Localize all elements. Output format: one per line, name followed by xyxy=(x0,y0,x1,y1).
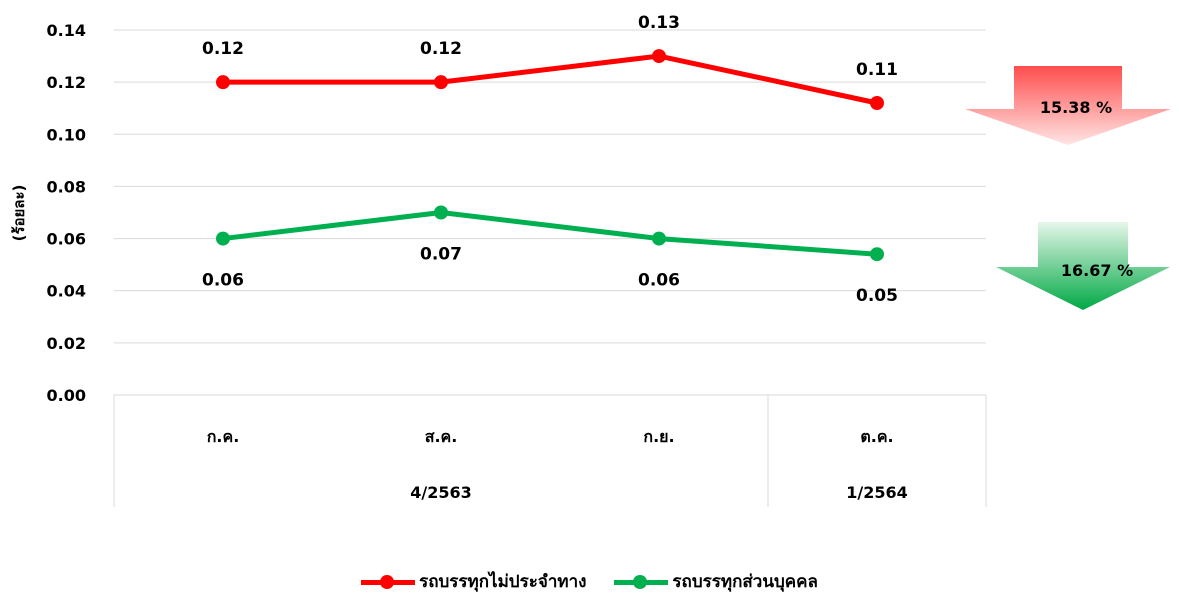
series-line xyxy=(222,210,878,257)
data-label: 0.11 xyxy=(856,60,898,80)
data-label: 0.12 xyxy=(202,39,244,59)
data-point xyxy=(216,231,230,246)
legend-item-series-2: รถบรรทุกส่วนบุคคล xyxy=(614,568,818,595)
change-arrow-icon xyxy=(996,222,1170,310)
y-tick-label: 0.08 xyxy=(47,177,86,196)
x-group-label: 1/2564 xyxy=(846,483,908,502)
change-annotations: 15.38 % 16.67 % xyxy=(965,66,1171,310)
y-tick-label: 0.04 xyxy=(47,282,86,301)
legend: รถบรรทุกไม่ประจำทาง รถบรรทุกส่วนบุคคล xyxy=(0,568,1179,595)
x-tick-label: ก.ค. xyxy=(207,427,240,446)
x-tick-label: ส.ค. xyxy=(425,427,458,446)
x-tick-label: ต.ค. xyxy=(860,427,893,446)
y-tick-label: 0.06 xyxy=(47,230,86,249)
x-group-label: 4/2563 xyxy=(410,483,472,502)
series-line xyxy=(223,53,878,106)
y-tick-label: 0.10 xyxy=(47,125,86,144)
data-label: 0.12 xyxy=(420,39,462,59)
change-arrow-icon xyxy=(965,66,1171,145)
x-tick-label: ก.ย. xyxy=(643,427,674,446)
legend-label-series-2: รถบรรทุกส่วนบุคคล xyxy=(672,572,818,592)
data-point xyxy=(216,75,230,90)
data-point xyxy=(870,96,884,110)
y-tick-label: 0.12 xyxy=(47,73,86,92)
legend-item-series-1: รถบรรทุกไม่ประจำทาง xyxy=(361,568,586,595)
data-point xyxy=(434,205,448,220)
change-percent-label: 16.67 % xyxy=(1061,261,1133,280)
line-chart: 0.00 0.02 0.04 0.06 0.08 0.10 0.12 0.14 (ร้อยละ… xyxy=(10,13,1171,507)
y-tick-label: 0.14 xyxy=(47,21,86,40)
data-label: 0.05 xyxy=(856,286,898,306)
legend-swatch-red xyxy=(361,574,416,589)
x-axis: ก.ค. ส.ค. ก.ย. ต.ค. 4/2563 1/2564 xyxy=(113,395,987,507)
y-axis-label: (ร้อยละ) xyxy=(10,185,28,242)
gridlines xyxy=(114,29,986,396)
legend-swatch-green xyxy=(614,574,669,589)
y-tick-label: 0.02 xyxy=(47,334,86,353)
data-point xyxy=(434,75,448,90)
data-point xyxy=(870,247,884,262)
y-axis-ticks: 0.00 0.02 0.04 0.06 0.08 0.10 0.12 0.14 xyxy=(47,21,86,405)
data-label: 0.06 xyxy=(638,271,680,291)
y-tick-label: 0.00 xyxy=(47,386,86,405)
data-label: 0.07 xyxy=(420,245,462,265)
data-point xyxy=(652,49,666,64)
data-label: 0.13 xyxy=(638,13,680,33)
series-lines: 0.12 0.12 0.13 0.11 0.06 0.07 0.06 0.05 xyxy=(202,13,898,306)
change-percent-label: 15.38 % xyxy=(1040,98,1112,117)
data-point xyxy=(652,231,666,246)
data-label: 0.06 xyxy=(202,271,244,291)
legend-label-series-1: รถบรรทุกไม่ประจำทาง xyxy=(419,572,587,592)
